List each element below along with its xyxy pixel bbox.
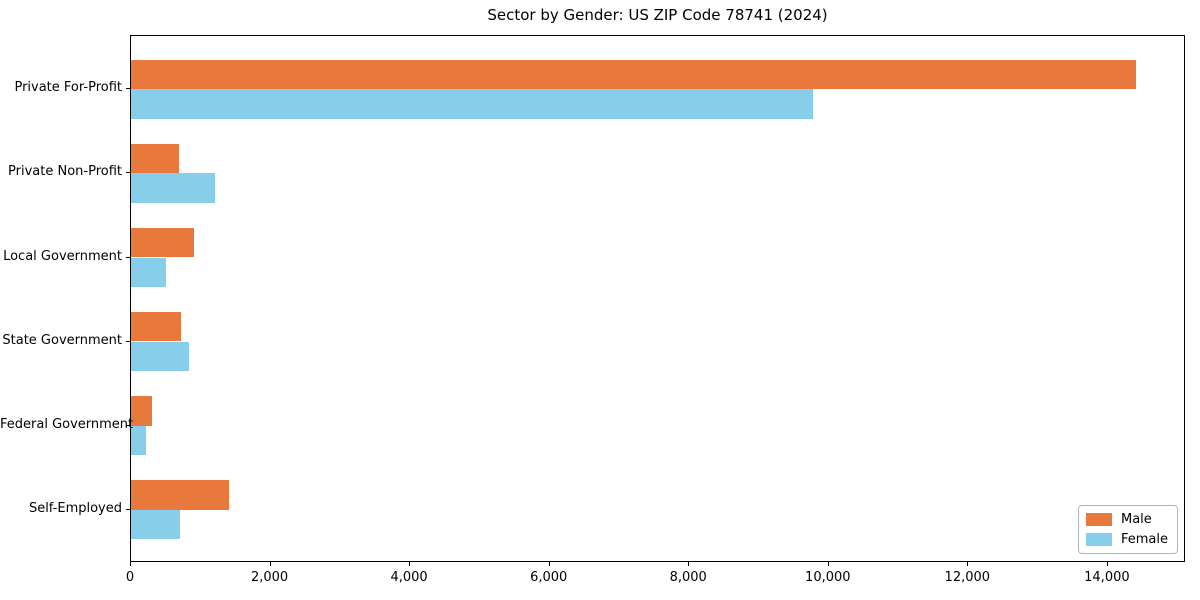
x-tick-label-6-000: 6,000 xyxy=(530,570,568,585)
plot-area: Male Female xyxy=(130,35,1185,562)
y-tick-mark xyxy=(126,88,130,90)
x-tick-label-12-000: 12,000 xyxy=(944,570,991,585)
y-tick-label-self-employed: Self-Employed xyxy=(28,500,122,516)
y-tick-label-private-for-profit: Private For-Profit xyxy=(14,80,122,96)
x-tick-mark xyxy=(967,562,969,566)
bar-female-local-government xyxy=(131,257,166,287)
bar-male-state-government xyxy=(131,312,181,342)
bar-male-private-non-profit xyxy=(131,144,180,174)
x-tick-label-14-000: 14,000 xyxy=(1084,570,1130,585)
y-tick-label-federal-government: Federal Government xyxy=(0,416,134,432)
x-tick-mark xyxy=(827,562,829,566)
x-tick-label-8-000: 8,000 xyxy=(669,570,707,585)
x-tick-label-4-000: 4,000 xyxy=(390,570,428,585)
x-tick-mark xyxy=(130,562,131,566)
bar-male-self-employed xyxy=(131,480,229,510)
y-tick-label-local-government: Local Government xyxy=(3,248,122,264)
bar-female-federal-government xyxy=(131,425,146,455)
y-tick-mark xyxy=(126,340,130,342)
bar-male-federal-government xyxy=(131,396,152,426)
legend-item-female: Female xyxy=(1085,532,1168,547)
x-tick-mark xyxy=(1106,562,1108,566)
legend-swatch-female-icon xyxy=(1085,533,1112,546)
bar-female-self-employed xyxy=(131,509,181,539)
y-tick-mark xyxy=(126,508,130,510)
x-tick-mark xyxy=(409,562,411,566)
x-tick-mark xyxy=(548,562,550,566)
bar-female-private-for-profit xyxy=(131,89,813,119)
bar-male-private-for-profit xyxy=(131,60,1136,90)
x-tick-label-0: 0 xyxy=(125,570,135,585)
x-tick-mark xyxy=(688,562,690,566)
legend-label-male: Male xyxy=(1120,512,1152,527)
y-tick-label-private-non-profit: Private Non-Profit xyxy=(8,164,122,180)
legend: Male Female xyxy=(1077,505,1178,554)
bar-female-private-non-profit xyxy=(131,173,216,203)
legend-label-female: Female xyxy=(1120,532,1168,547)
y-tick-label-state-government: State Government xyxy=(2,332,122,348)
x-tick-label-2-000: 2,000 xyxy=(250,570,289,585)
x-tick-mark xyxy=(269,562,271,566)
bar-male-local-government xyxy=(131,228,194,258)
y-tick-mark xyxy=(126,256,130,258)
y-tick-mark xyxy=(126,424,130,426)
legend-item-male: Male xyxy=(1085,512,1168,527)
y-tick-mark xyxy=(126,172,130,174)
chart-title: Sector by Gender: US ZIP Code 78741 (202… xyxy=(487,6,828,24)
legend-swatch-male-icon xyxy=(1085,513,1112,526)
x-tick-label-10-000: 10,000 xyxy=(805,570,851,585)
bar-female-state-government xyxy=(131,341,189,371)
